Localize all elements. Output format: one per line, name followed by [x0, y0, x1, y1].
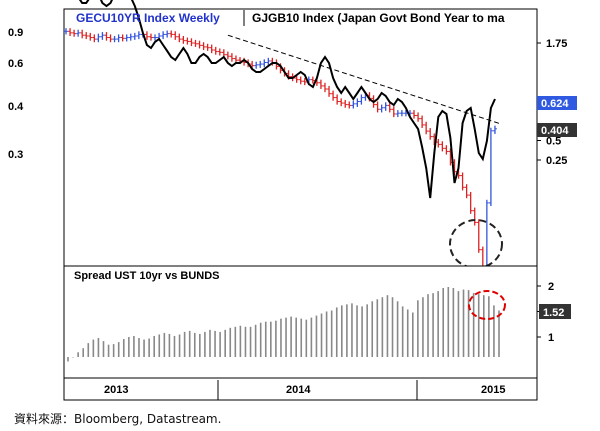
spread-tick-label: 2 [548, 281, 554, 293]
gjgb10-line [78, 0, 496, 199]
left-tick-label: 0.4 [8, 101, 24, 113]
right-tick-label: 1.75 [546, 38, 567, 50]
left-tick-label: 0.6 [8, 58, 23, 70]
spread-bars [67, 287, 500, 362]
left-tick-label: 0.3 [8, 149, 23, 161]
svg-text:0.404: 0.404 [541, 125, 569, 137]
right-tick-label: 0.5 [546, 136, 561, 148]
spread-last-value-badge: 1.52 [539, 304, 571, 319]
svg-text:1.52: 1.52 [543, 307, 564, 319]
time-axis: 2013 2014 2015 [63, 377, 538, 401]
spread-tick-label: 1 [548, 332, 554, 344]
x-tick-2014: 2014 [286, 384, 311, 396]
spread-panel: Spread UST 10yr vs BUNDS 21.51 1.52 [63, 265, 571, 379]
price-panel: 0.90.60.40.3 1.7510.50.25 GECU10YR Index… [8, 0, 577, 296]
source-note: 資料來源：Bloomberg, Datastream. [14, 412, 222, 426]
chart-title: GECU10YR Index Weekly [76, 11, 220, 25]
x-tick-2015: 2015 [481, 384, 505, 396]
annotation-circle-red [468, 290, 506, 320]
price-panel-frame [63, 8, 538, 267]
left-tick-label: 0.9 [8, 27, 23, 39]
right-tick-label: 0.25 [546, 155, 567, 167]
spread-title: Spread UST 10yr vs BUNDS [74, 270, 220, 282]
left-axis: 0.9 0.6 0.4 0.3 [8, 27, 24, 161]
last-value-badge-blue: 0.624 [537, 96, 577, 110]
last-value-badge-dark: 0.404 [537, 123, 577, 137]
chart-subtitle: GJGB10 Index (Japan Govt Bond Year to ma [252, 11, 505, 25]
x-tick-2013: 2013 [104, 384, 128, 396]
chart-svg: 0.9 0.6 0.4 0.3 1.75 1 0.5 0.25 GECU10YR Index… [8, 0, 577, 401]
svg-text:0.624: 0.624 [541, 98, 569, 110]
